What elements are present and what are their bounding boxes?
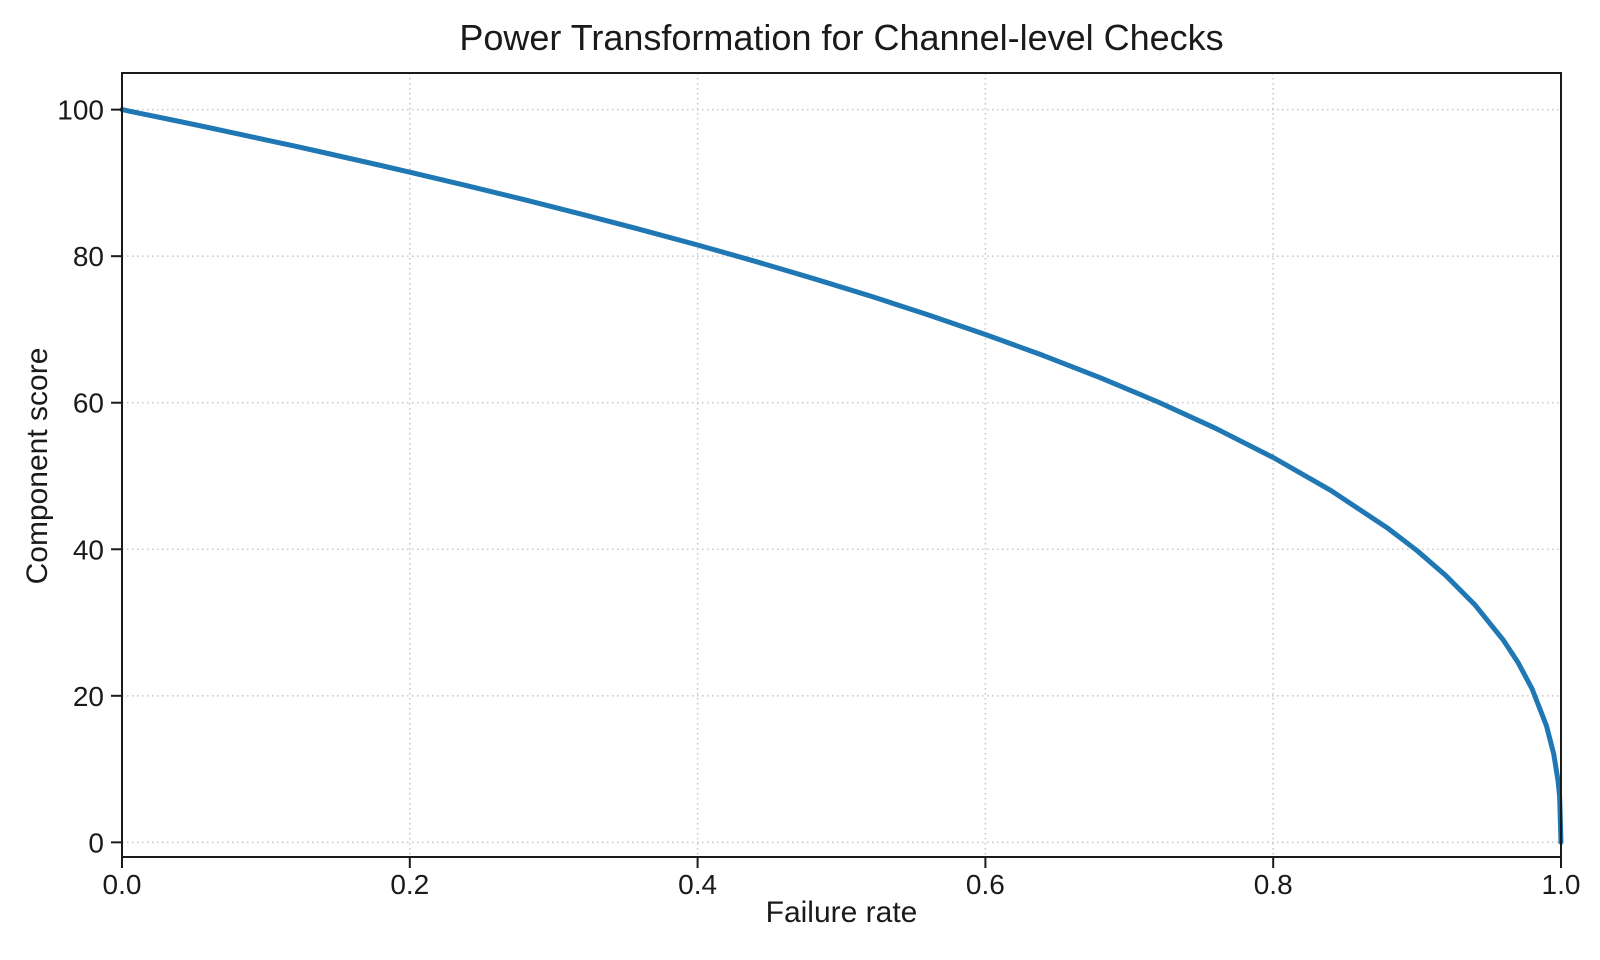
y-tick-label: 40 (73, 534, 104, 565)
x-tick-label: 0.8 (1254, 869, 1293, 900)
axes-spines (121, 72, 1562, 858)
gridlines (121, 73, 1562, 857)
x-tick-label: 1.0 (1542, 869, 1581, 900)
y-tick-label: 20 (73, 681, 104, 712)
y-tick-label: 80 (73, 241, 104, 272)
x-tick-label: 0.0 (103, 869, 142, 900)
y-tick-label: 0 (88, 827, 104, 858)
ticks (111, 108, 1562, 868)
chart-title: Power Transformation for Channel-level C… (459, 17, 1224, 58)
y-tick-label: 100 (57, 95, 104, 126)
x-tick-label: 0.2 (390, 869, 429, 900)
y-tick-label: 60 (73, 388, 104, 419)
x-axis-label: Failure rate (765, 896, 918, 929)
x-tick-label: 0.6 (966, 869, 1005, 900)
x-tick-label: 0.4 (678, 869, 717, 900)
series-line-component_score (119, 107, 1564, 845)
tick-labels: 0.0 0.2 0.4 0.6 0.8 1.0 0 20 40 60 80 100 (57, 95, 1580, 900)
